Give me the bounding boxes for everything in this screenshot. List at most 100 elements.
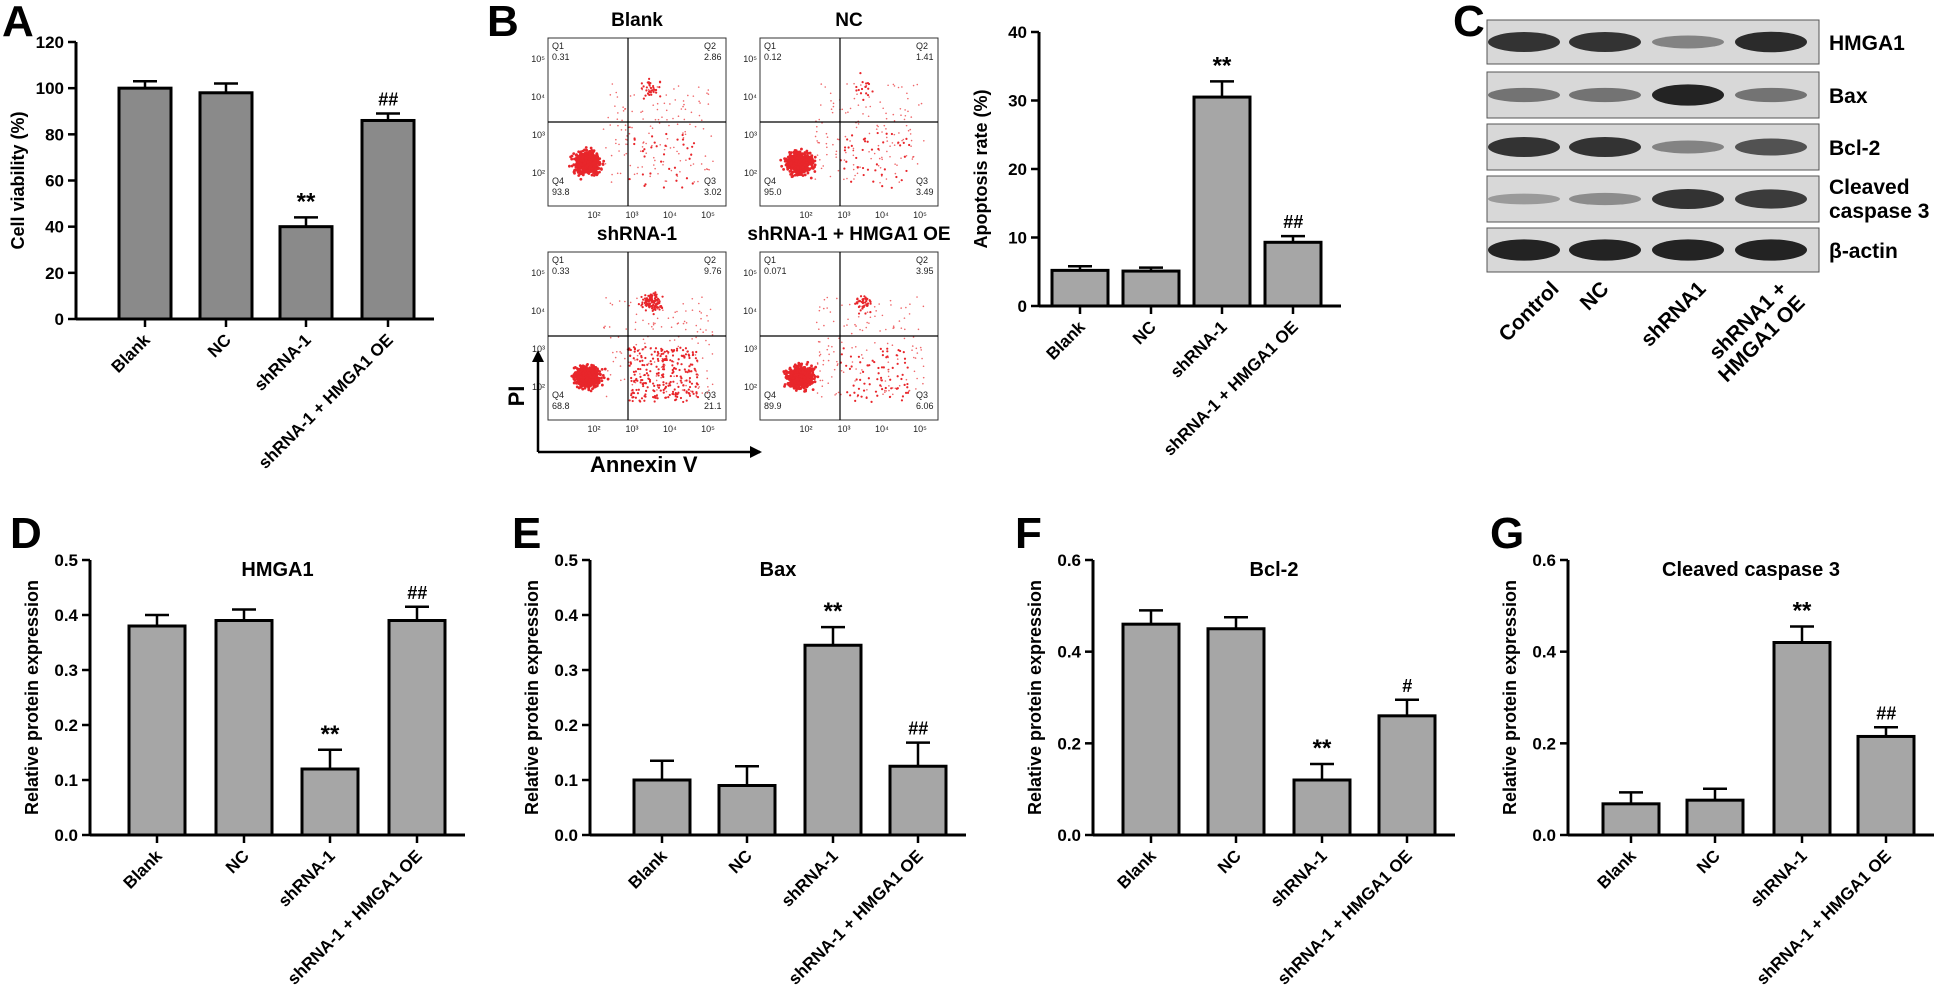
y-tick-label: 0.1 (54, 771, 78, 790)
category-label: shRNA-1 (275, 846, 339, 910)
bar-3 (888, 764, 948, 837)
bar-1 (717, 784, 777, 837)
bar-2 (278, 225, 334, 321)
y-tick-label: 0.0 (554, 826, 578, 845)
significance-mark: ** (824, 598, 843, 625)
bar-0 (127, 624, 187, 837)
significance-mark: ## (407, 583, 427, 603)
quadrant-name: Q2 (704, 255, 716, 265)
y-axis-label: Relative protein expression (522, 580, 542, 815)
flow-y-tick: 10⁵ (743, 54, 757, 64)
lane-label: NC (1576, 277, 1614, 315)
flow-x-tick: 10² (799, 424, 812, 434)
flow-y-tick: 10² (532, 168, 545, 178)
blot-band (1652, 239, 1724, 261)
panel-letter-f: F (1015, 509, 1042, 558)
flow-y-tick: 10³ (532, 130, 545, 140)
category-label: Blank (1114, 846, 1161, 893)
category-label: NC (1214, 846, 1245, 877)
y-tick-label: 20 (45, 264, 64, 283)
quadrant-value: 68.8 (552, 401, 570, 411)
chart-panel-a: 0 20 40 60 80 100 120 Cell viability (%) Blank NC… (8, 33, 434, 472)
blot-band (1652, 140, 1724, 154)
flow-x-tick: 10⁵ (701, 424, 715, 434)
bar-1 (1685, 798, 1745, 837)
y-axis-label: Relative protein expression (1500, 580, 1520, 815)
chart-panel-b: 0 10 20 30 40 Apoptosis rate (%) Blank NC ** shRN… (971, 23, 1341, 459)
blot-band (1735, 239, 1807, 261)
category-label: NC (222, 846, 253, 877)
quadrant-value: 0.31 (552, 52, 570, 62)
category-label: Blank (625, 846, 672, 893)
chart-title: Bax (760, 559, 797, 581)
significance-mark: ** (1213, 52, 1232, 79)
bar-0 (632, 778, 692, 837)
blot-protein-label: HMGA1 (1829, 32, 1905, 55)
y-tick-label: 40 (45, 218, 64, 237)
flow-plot-title: shRNA-1 + HMGA1 OE (747, 224, 950, 245)
quadrant-value: 0.071 (764, 266, 787, 276)
y-tick-label: 0.6 (1057, 551, 1081, 570)
quadrant-value: 95.0 (764, 187, 782, 197)
y-tick-label: 0.4 (1532, 643, 1556, 662)
blot-band (1569, 239, 1641, 261)
panel-letter-a: A (2, 0, 34, 46)
flow-y-tick: 10⁴ (531, 306, 545, 316)
quadrant-name: Q4 (552, 390, 564, 400)
quadrant-name: Q1 (552, 255, 564, 265)
quadrant-name: Q4 (764, 390, 776, 400)
y-tick-label: 0.1 (554, 771, 578, 790)
significance-mark: ** (297, 188, 316, 215)
blot-band (1735, 138, 1807, 156)
flow-x-tick: 10³ (625, 210, 638, 220)
quadrant-value: 3.49 (916, 187, 934, 197)
flow-y-tick: 10³ (744, 344, 757, 354)
significance-mark: ## (1283, 212, 1303, 232)
category-label: shRNA-1 + HMGA1 OE (255, 330, 397, 472)
blot-band (1569, 32, 1641, 52)
blot-band (1488, 239, 1560, 261)
significance-mark: ** (321, 721, 340, 748)
flow-x-tick: 10³ (625, 424, 638, 434)
flow-plot-title: NC (835, 10, 863, 31)
bar-0 (117, 86, 173, 321)
flow-y-tick: 10³ (744, 130, 757, 140)
significance-mark: ## (378, 90, 398, 110)
category-label: NC (204, 330, 235, 361)
significance-mark: ## (1876, 703, 1896, 723)
y-axis-label: Relative protein expression (22, 580, 42, 815)
y-tick-label: 0.2 (1532, 734, 1556, 753)
y-tick-label: 0.0 (1057, 826, 1081, 845)
flow-dots (782, 295, 925, 403)
y-tick-label: 0 (55, 310, 64, 329)
flow-x-tick: 10² (587, 424, 600, 434)
lane-label: Control (1494, 277, 1563, 346)
blot-band (1735, 189, 1807, 209)
blot-band (1735, 87, 1807, 103)
y-tick-label: 0.2 (1057, 734, 1081, 753)
blot-band (1569, 87, 1641, 103)
category-label: Blank (1594, 846, 1641, 893)
bar-1 (1206, 627, 1266, 837)
y-tick-label: 0.2 (554, 716, 578, 735)
category-label: shRNA-1 + HMGA1 OE (1753, 846, 1895, 988)
flow-y-tick: 10³ (532, 344, 545, 354)
category-label: NC (725, 846, 756, 877)
flow-plot-title: shRNA-1 (597, 224, 678, 245)
y-tick-label: 0.5 (554, 551, 578, 570)
flow-x-tick: 10⁵ (701, 210, 715, 220)
bar-0 (1050, 268, 1110, 308)
bar-0 (1121, 622, 1181, 837)
y-tick-label: 100 (36, 79, 64, 98)
flow-y-tick: 10⁴ (743, 92, 757, 102)
quadrant-value: 89.9 (764, 401, 782, 411)
y-tick-label: 0.4 (1057, 643, 1081, 662)
bar-2 (1292, 778, 1352, 837)
flow-x-axis-label: Annexin V (590, 452, 698, 477)
category-label: shRNA-1 (1267, 846, 1331, 910)
bar-1 (1121, 269, 1181, 308)
category-label: shRNA-1 (1747, 846, 1811, 910)
quadrant-value: 3.95 (916, 266, 934, 276)
